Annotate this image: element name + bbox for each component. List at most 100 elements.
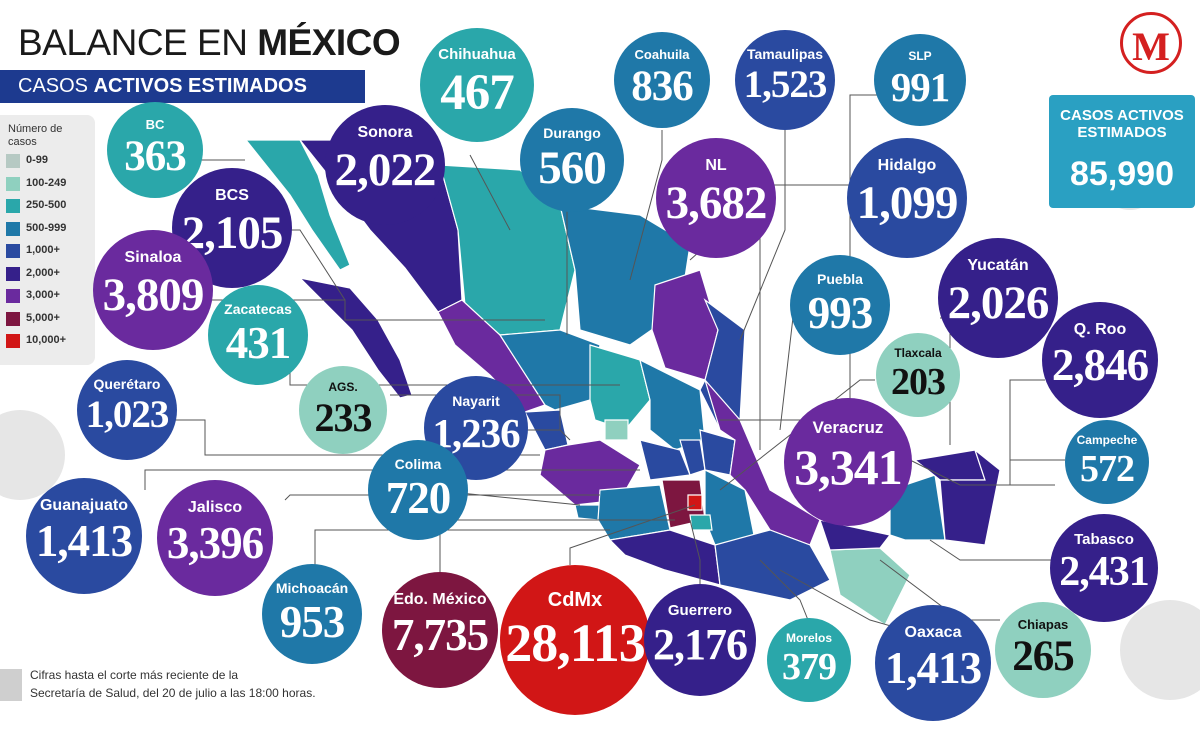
virus-decoration-left: [0, 410, 65, 500]
state-tabasco: [819, 519, 892, 551]
state-colima: [574, 504, 601, 521]
state-name: Veracruz: [812, 418, 884, 437]
state-bubble: Edo. México 7,735: [382, 572, 498, 688]
legend-label: 1,000+: [26, 244, 60, 256]
legend-item: 1,000+: [6, 243, 91, 260]
state-name: Tabasco: [1074, 531, 1134, 548]
state-name: Michoacán: [275, 580, 349, 596]
legend-swatch: [6, 154, 20, 168]
state-value: 203: [891, 361, 946, 403]
state-ags: [604, 419, 629, 441]
state-yucatan: [913, 449, 986, 481]
legend-title: Número de casos: [8, 123, 63, 148]
state-value: 953: [279, 597, 346, 647]
state-name: Sonora: [357, 124, 413, 141]
state-name: BC: [145, 117, 165, 132]
total-value: 85,990: [1070, 155, 1174, 193]
legend-label: 3,000+: [26, 289, 60, 301]
state-name: Nayarit: [452, 393, 500, 409]
state-name: Puebla: [817, 271, 863, 287]
state-name: Oaxaca: [904, 624, 962, 641]
state-name: Jalisco: [187, 499, 243, 516]
state-value: 363: [124, 133, 187, 180]
state-cdmx: [687, 494, 703, 511]
legend-item: 0-99: [6, 153, 91, 170]
state-sinaloa: [437, 299, 546, 413]
state-bubble: Zacatecas 431: [208, 285, 308, 385]
state-name: NL: [705, 157, 727, 174]
state-bubble: BC 363: [107, 102, 203, 198]
state-name: Querétaro: [93, 376, 161, 392]
state-name: Chiapas: [1017, 617, 1069, 632]
state-bubble: Oaxaca 1,413: [875, 605, 991, 721]
legend-swatch: [6, 266, 20, 281]
map-states: [244, 139, 1001, 626]
state-bubble: Tamaulipas 1,523: [735, 30, 835, 130]
legend-item: 5,000+: [6, 311, 91, 328]
legend-swatch: [6, 221, 20, 236]
legend-item: 100-249: [6, 176, 91, 193]
state-value: 991: [890, 64, 951, 110]
legend-swatch: [6, 176, 20, 191]
state-bubble: Colima 720: [368, 440, 468, 540]
legend-label: 500-999: [26, 221, 67, 234]
legend-swatch: [6, 289, 20, 303]
legend-item: 500-999: [6, 221, 91, 238]
state-value: 7,735: [391, 610, 489, 660]
legend-label: 2,000+: [26, 266, 60, 279]
milenio-logo: M: [1120, 12, 1182, 74]
state-name: Tlaxcala: [894, 346, 942, 360]
state-bubble: Nayarit 1,236: [424, 376, 528, 480]
state-value: 1,023: [85, 393, 170, 436]
state-name: Durango: [543, 125, 601, 141]
page-title: BALANCE EN MÉXICO: [18, 22, 401, 63]
legend-label: 0-99: [26, 154, 49, 166]
state-name: Q. Roo: [1073, 321, 1127, 338]
state-value: 560: [538, 142, 607, 194]
state-bubble: Campeche 572: [1065, 420, 1149, 504]
state-bubble: NL 3,682: [656, 138, 776, 258]
state-name: Coahuila: [634, 47, 690, 62]
state-name: Tamaulipas: [747, 46, 823, 62]
legend-item: 2,000+: [6, 266, 91, 283]
state-name: CdMx: [547, 589, 603, 611]
state-name: Chihuahua: [438, 46, 516, 63]
legend-item: 250-500: [6, 198, 91, 215]
state-bubble: AGS. 233: [299, 366, 387, 454]
legend-item: 10,000+: [6, 333, 91, 350]
state-bubble: Chiapas 265: [995, 602, 1091, 698]
state-name: SLP: [908, 49, 932, 63]
legend-swatch: [6, 334, 20, 348]
state-bubble: Tlaxcala 203: [876, 333, 960, 417]
legend-swatch: [6, 311, 20, 326]
legend-label: 100-249: [26, 176, 67, 189]
state-name: Campeche: [1076, 433, 1138, 447]
state-bubble: Querétaro 1,023: [77, 360, 177, 460]
state-zacatecas: [589, 344, 651, 431]
legend: Número de casos 0-99 100-249 250-500 500-99…: [0, 115, 95, 365]
state-nl: [651, 269, 719, 381]
state-bubble: Veracruz 3,341: [784, 398, 912, 526]
state-bubble: Chihuahua 467: [420, 28, 534, 142]
state-bubble: Michoacán 953: [262, 564, 362, 664]
state-bubble: Q. Roo 2,846: [1042, 302, 1158, 418]
state-bubble: Hidalgo 1,099: [847, 138, 967, 258]
footnote: Cifras hasta el corte más reciente de la…: [30, 668, 316, 700]
state-value: 2,431: [1059, 549, 1150, 595]
state-chiapas: [829, 547, 911, 626]
state-name: Yucatán: [967, 257, 1029, 274]
state-bcs: [298, 277, 413, 399]
state-value: 993: [807, 288, 874, 338]
state-value: 1,523: [743, 63, 828, 106]
state-bubble: Sonora 2,022: [325, 105, 445, 225]
legend-label: 10,000+: [26, 334, 67, 346]
legend-label: 250-500: [26, 199, 67, 211]
state-value: 3,396: [166, 518, 264, 568]
state-name: Guerrero: [667, 602, 733, 619]
state-value: 3,809: [102, 269, 205, 321]
state-value: 265: [1012, 633, 1075, 680]
state-value: 1,413: [35, 516, 133, 566]
state-value: 379: [782, 646, 837, 688]
total-active-cases-box: CASOS ACTIVOS ESTIMADOS 85,990: [1049, 95, 1195, 208]
